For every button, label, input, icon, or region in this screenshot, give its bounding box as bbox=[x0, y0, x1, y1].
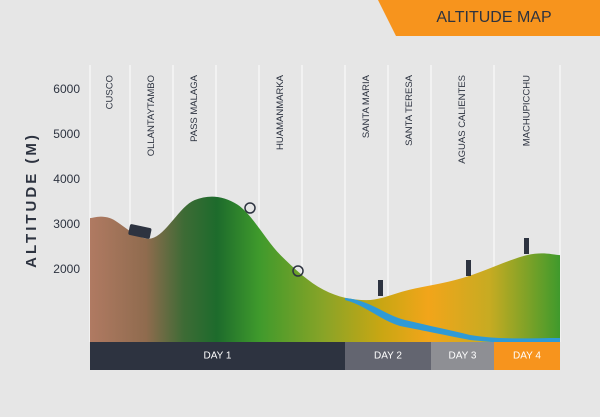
bike-icon bbox=[292, 265, 304, 277]
terrain-area bbox=[90, 196, 560, 342]
day-segment bbox=[431, 342, 494, 370]
y-tick-label: 3000 bbox=[53, 217, 80, 231]
day-segment bbox=[494, 342, 560, 370]
icons bbox=[128, 202, 529, 296]
plot bbox=[90, 196, 560, 342]
location-label: SANTA MARIA bbox=[361, 74, 372, 138]
day-label: DAY 1 bbox=[204, 351, 232, 362]
title-tab bbox=[378, 0, 600, 36]
day-segment bbox=[90, 342, 345, 370]
location-label: CUSCO bbox=[105, 75, 116, 109]
y-tick-label: 6000 bbox=[53, 82, 80, 96]
day-label: DAY 2 bbox=[374, 351, 402, 362]
day-label: DAY 3 bbox=[449, 351, 477, 362]
location-label: MACHUPICCHU bbox=[522, 75, 533, 146]
hiker-icon bbox=[378, 280, 383, 296]
y-axis-label: ALTITUDE (M) bbox=[23, 132, 40, 268]
bike-icon bbox=[244, 202, 256, 214]
y-tick-label: 2000 bbox=[53, 262, 80, 276]
location-label: PASS MALAGA bbox=[189, 74, 200, 142]
hiker-icon bbox=[466, 260, 471, 276]
y-tick-label: 5000 bbox=[53, 127, 80, 141]
hiker-icon bbox=[524, 238, 529, 254]
river bbox=[345, 298, 560, 344]
location-label: SANTA TERESA bbox=[404, 74, 415, 146]
bus-icon bbox=[128, 224, 152, 239]
day-label: DAY 4 bbox=[513, 351, 541, 362]
location-label: OLLANTAYTAMBO bbox=[146, 75, 157, 156]
day-segment bbox=[345, 342, 431, 370]
location-label: AGUAS CALIENTES bbox=[457, 75, 468, 164]
day-bar: DAY 1 DAY 2 DAY 3 DAY 4 bbox=[90, 342, 560, 370]
y-tick-label: 4000 bbox=[53, 172, 80, 186]
chart-title: ALTITUDE MAP bbox=[436, 9, 551, 26]
location-label: HUAMANMARKA bbox=[275, 74, 286, 150]
